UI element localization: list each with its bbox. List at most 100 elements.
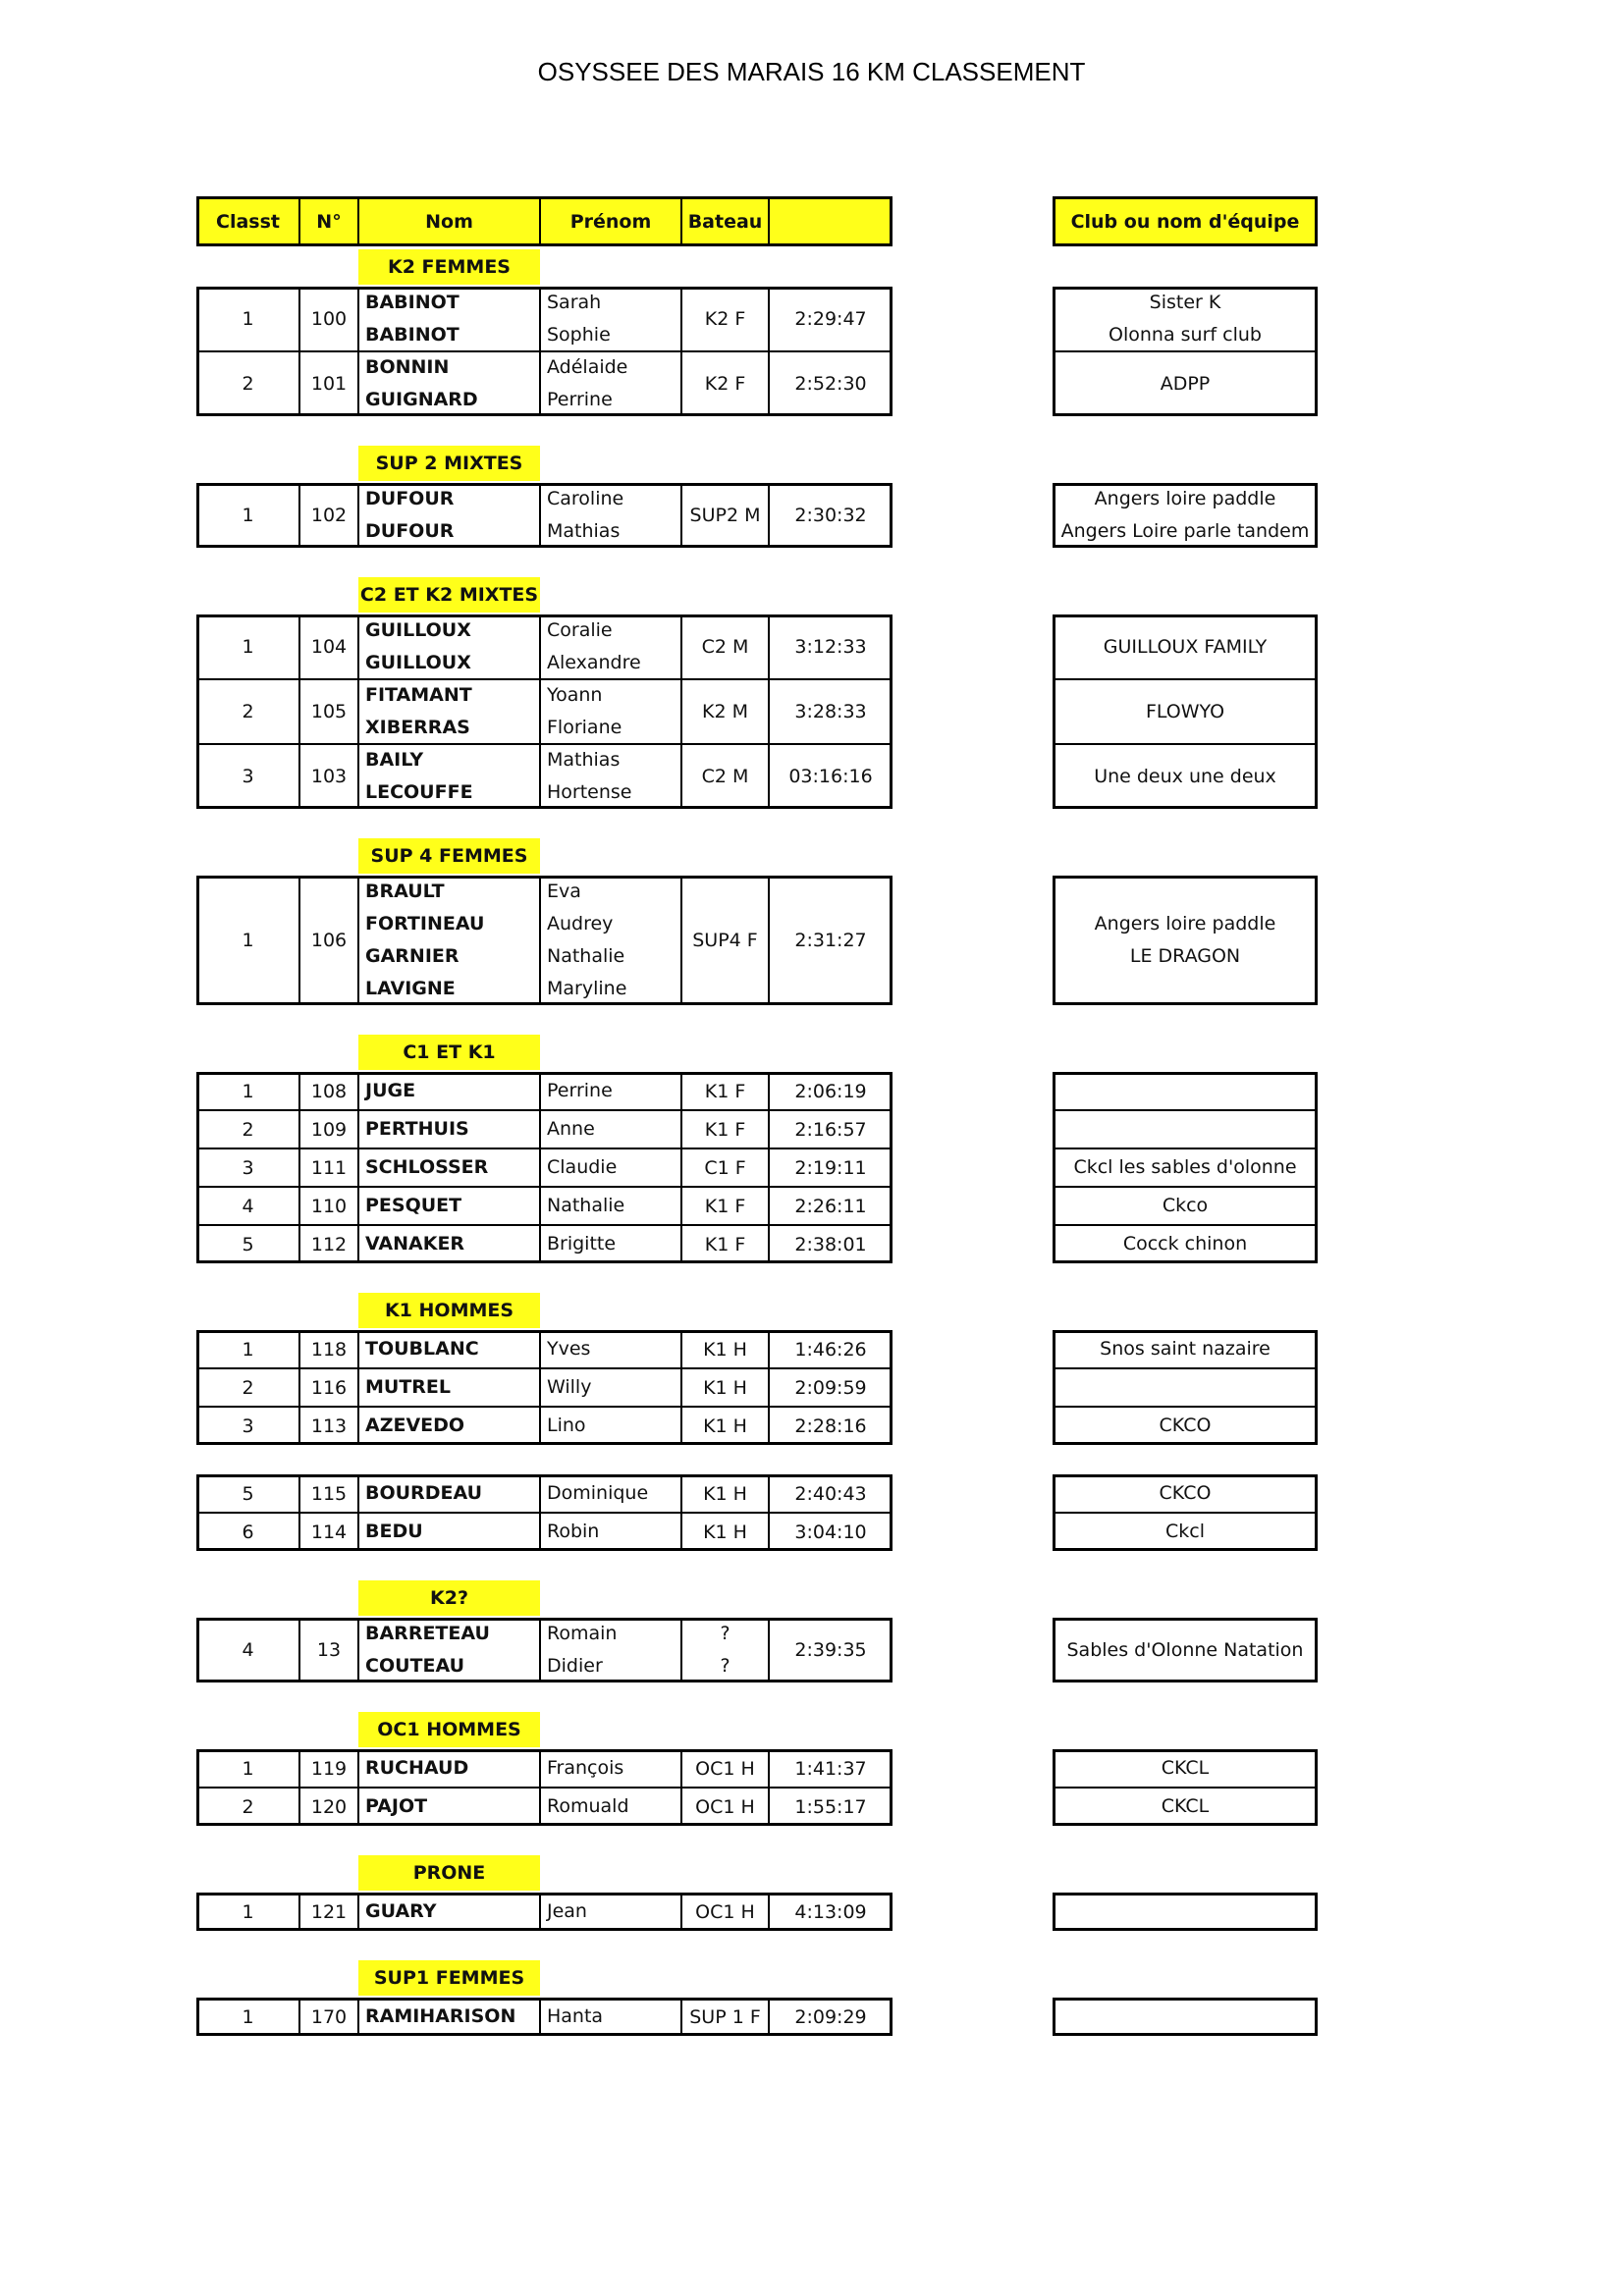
prenom: Romain [547, 1623, 618, 1644]
time: 2:52:30 [769, 351, 893, 416]
prenom: Yves [547, 1338, 591, 1360]
club: Ckcl [1165, 1521, 1205, 1542]
prenom: Anne [540, 1110, 681, 1148]
club: Angers loire paddle Angers Loire parle ta… [1053, 483, 1318, 548]
section-label: K1 HOMMES [358, 1293, 540, 1328]
club: Sables d'Olonne Natation [1053, 1618, 1318, 1682]
prenom: Alexandre [547, 652, 641, 673]
nom: BONNIN [365, 356, 450, 378]
section-label: C2 ET K2 MIXTES [358, 577, 540, 613]
nom: BABINOT [365, 324, 460, 346]
prenom: Anne [547, 1118, 595, 1140]
bateau: K1 F [681, 1110, 769, 1148]
club: CKCO [1053, 1407, 1318, 1445]
bib-number: 112 [299, 1225, 358, 1263]
prenom: Claudie [547, 1156, 618, 1178]
nom: DUFOUR [365, 488, 455, 509]
header-cell: Prénom [540, 196, 681, 246]
prenom: Eva Audrey Nathalie Maryline [540, 876, 681, 1005]
prenom: Jean [540, 1893, 681, 1931]
nom: JUGE [358, 1072, 540, 1110]
bateau: K1 F [681, 1225, 769, 1263]
bateau: C2 M [681, 744, 769, 809]
prenom: Hanta [540, 1998, 681, 2036]
club: Angers loire paddle LE DRAGON [1053, 876, 1318, 1005]
nom: GUIGNARD [365, 389, 478, 410]
nom: RAMIHARISON [358, 1998, 540, 2036]
rank: 1 [196, 876, 299, 1005]
nom: GUILLOUX GUILLOUX [358, 614, 540, 679]
rank: 1 [196, 1072, 299, 1110]
club-header: Club ou nom d'équipe [1053, 196, 1318, 246]
club: Ckco [1162, 1195, 1209, 1216]
bib-number: 119 [299, 1749, 358, 1788]
bib-number: 110 [299, 1187, 358, 1225]
prenom: Robin [547, 1521, 600, 1542]
rank: 5 [196, 1225, 299, 1263]
bateau: K2 M [681, 679, 769, 744]
nom: BAILY [365, 749, 424, 771]
section-label: K2? [358, 1580, 540, 1616]
prenom: Perrine [540, 1072, 681, 1110]
club: Ckco [1053, 1187, 1318, 1225]
nom: BOURDEAU [365, 1482, 482, 1504]
bateau: K2 F [681, 351, 769, 416]
prenom: Hanta [547, 2005, 604, 2027]
bib-number: 170 [299, 1998, 358, 2036]
prenom: Adélaide Perrine [540, 351, 681, 416]
bateau: K1 H [681, 1474, 769, 1513]
nom: TOUBLANC [358, 1330, 540, 1368]
prenom: Floriane [547, 717, 622, 738]
bateau: K1 F [681, 1187, 769, 1225]
club: GUILLOUX FAMILY [1103, 635, 1268, 658]
club: Angers loire paddle [1094, 913, 1276, 934]
prenom: Willy [547, 1376, 592, 1398]
prenom: Romain Didier [540, 1618, 681, 1682]
club [1053, 1893, 1318, 1931]
prenom: Mathias [547, 749, 621, 771]
rank: 3 [196, 1148, 299, 1187]
rank: 1 [196, 1893, 299, 1931]
prenom: Mathias [547, 520, 621, 542]
prenom: Dominique [547, 1482, 649, 1504]
bib-number: 114 [299, 1513, 358, 1551]
time: 2:09:59 [769, 1368, 893, 1407]
time: 2:39:35 [769, 1618, 893, 1682]
club: Snos saint nazaire [1100, 1338, 1271, 1360]
prenom: Hortense [547, 781, 632, 803]
prenom: Maryline [547, 978, 627, 999]
nom: LAVIGNE [365, 978, 456, 999]
nom: XIBERRAS [365, 717, 470, 738]
prenom: Caroline Mathias [540, 483, 681, 548]
bateau: K1 H [681, 1368, 769, 1407]
header-cell: Nom [358, 196, 540, 246]
section-label: C1 ET K1 [358, 1035, 540, 1070]
club: Une deux une deux [1053, 744, 1318, 809]
nom: FORTINEAU [365, 913, 485, 934]
bib-number: 113 [299, 1407, 358, 1445]
bateau: OC1 H [681, 1749, 769, 1788]
prenom: Yoann [547, 684, 603, 706]
prenom: Eva [547, 881, 581, 902]
nom: GUARY [358, 1893, 540, 1931]
prenom: Audrey [547, 913, 614, 934]
section-label: OC1 HOMMES [358, 1712, 540, 1747]
rank: 1 [196, 1998, 299, 2036]
nom: MUTREL [365, 1376, 452, 1398]
club: Ckcl les sables d'olonne [1053, 1148, 1318, 1187]
nom: PESQUET [358, 1187, 540, 1225]
nom: FITAMANT [365, 684, 472, 706]
nom: MUTREL [358, 1368, 540, 1407]
club: LE DRAGON [1129, 945, 1241, 967]
prenom: Lino [540, 1407, 681, 1445]
club: CKCL [1053, 1788, 1318, 1826]
nom: PAJOT [365, 1795, 428, 1817]
bib-number: 115 [299, 1474, 358, 1513]
club: Ckcl les sables d'olonne [1073, 1156, 1297, 1178]
prenom: Lino [547, 1415, 586, 1436]
nom: LECOUFFE [365, 781, 473, 803]
prenom: Adélaide [547, 356, 628, 378]
bib-number: 105 [299, 679, 358, 744]
prenom: Brigitte [540, 1225, 681, 1263]
